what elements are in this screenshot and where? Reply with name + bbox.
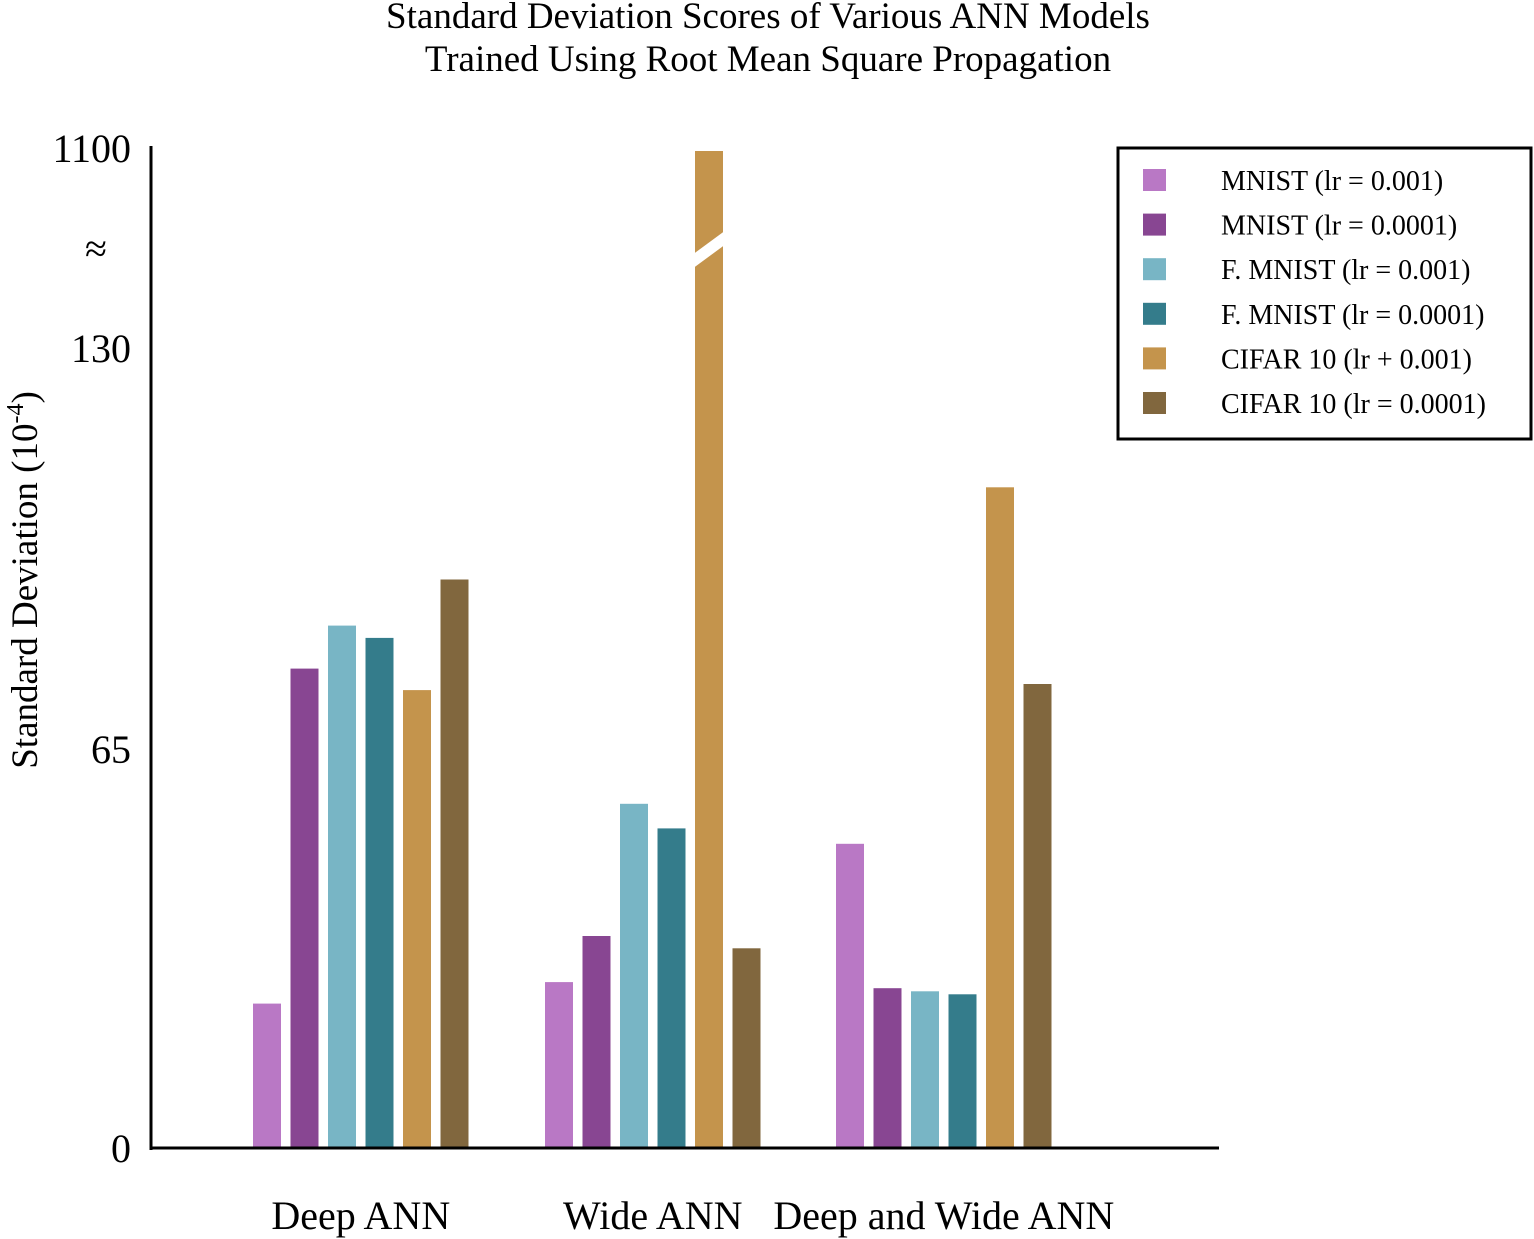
- legend-swatch-2: [1143, 213, 1166, 236]
- y-axis-label-close: ): [5, 391, 46, 403]
- bar-1-series-5: [403, 690, 431, 1148]
- bar-3-series-6: [1023, 684, 1052, 1148]
- legend-swatch-3: [1143, 258, 1166, 281]
- x-category-label-2: Wide ANN: [563, 1193, 742, 1238]
- legend-swatch-4: [1143, 302, 1166, 325]
- bar-3-series-5: [986, 487, 1014, 1148]
- legend-label-1: MNIST (lr = 0.001): [1221, 166, 1443, 197]
- legend-label-2: MNIST (lr = 0.0001): [1221, 211, 1457, 242]
- legend-swatch-6: [1143, 392, 1166, 414]
- bar-1-series-1: [253, 1003, 281, 1148]
- bar-1-series-6: [440, 579, 469, 1148]
- chart-title-line-1: Standard Deviation Scores of Various ANN…: [386, 0, 1150, 37]
- y-axis-label-exponent: -4: [3, 404, 29, 424]
- bar-2-series-5: [695, 151, 723, 1148]
- legend-items: MNIST (lr = 0.001) MNIST (lr = 0.0001) F. …: [1143, 166, 1486, 420]
- y-tick-label-0: 0: [111, 1126, 131, 1171]
- legend: MNIST (lr = 0.001) MNIST (lr = 0.0001) F. …: [1116, 146, 1533, 441]
- bar-2-series-6: [732, 948, 761, 1149]
- legend-label-5: CIFAR 10 (lr + 0.001): [1221, 344, 1472, 375]
- legend-label-3: F. MNIST (lr = 0.001): [1221, 255, 1470, 286]
- bar-2-series-3: [620, 803, 648, 1148]
- bar-1-series-4: [365, 637, 394, 1148]
- legend-label-4: F. MNIST (lr = 0.0001): [1221, 300, 1484, 331]
- y-axis-label: Standard Deviation (10-4): [3, 391, 46, 769]
- bar-1-series-2: [290, 668, 319, 1148]
- y-tick-label-130: 130: [71, 326, 131, 371]
- bars-layer: [253, 151, 1052, 1149]
- legend-swatch-1: [1143, 169, 1166, 191]
- bar-2-series-2: [582, 936, 611, 1148]
- category-labels: Deep ANN Wide ANN Deep and Wide ANN: [271, 1193, 1114, 1238]
- y-axis-label-main: Standard Deviation (10: [5, 424, 46, 769]
- legend-swatch-5: [1143, 347, 1166, 370]
- bar-2-series-4: [657, 828, 686, 1148]
- bar-2-series-1: [545, 982, 573, 1148]
- x-category-label-1: Deep ANN: [271, 1193, 450, 1238]
- chart-title-line-2: Trained Using Root Mean Square Propagati…: [425, 39, 1111, 80]
- bar-3-series-3: [911, 991, 939, 1148]
- bar-3-series-4: [948, 994, 977, 1148]
- y-tick-label-65: 65: [91, 727, 131, 772]
- y-tick-label-1100: 1100: [52, 126, 131, 171]
- x-category-label-3: Deep and Wide ANN: [773, 1193, 1114, 1238]
- bar-3-series-2: [873, 988, 902, 1148]
- legend-box: [1116, 146, 1533, 441]
- axis-break-symbol: ≈: [85, 226, 107, 271]
- legend-label-6: CIFAR 10 (lr = 0.0001): [1221, 389, 1486, 420]
- bar-1-series-3: [328, 625, 356, 1148]
- bar-break-mark: [692, 230, 726, 269]
- bar-3-series-1: [836, 843, 864, 1148]
